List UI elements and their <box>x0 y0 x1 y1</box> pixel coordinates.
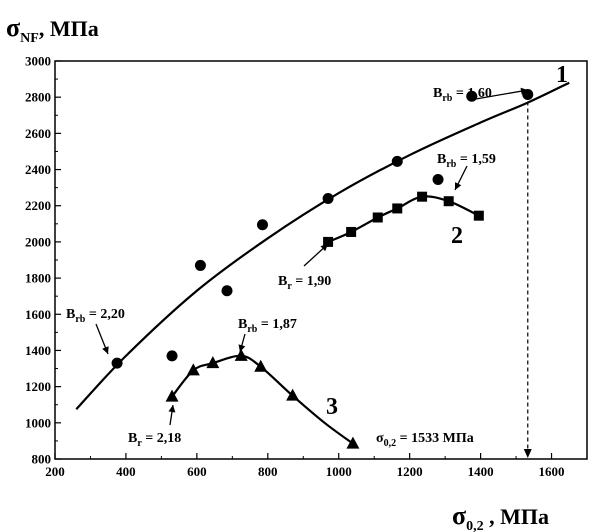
y-tick-label-3000: 3000 <box>25 54 51 69</box>
series-1-point-6 <box>391 155 403 167</box>
x-axis-unit: , МПа <box>484 504 549 529</box>
series-3-point-6 <box>346 436 360 449</box>
series-1-point-5 <box>322 192 334 204</box>
x-tick-label-800: 800 <box>258 464 278 479</box>
y-tick-label-1000: 1000 <box>25 415 51 430</box>
y-tick-label-2400: 2400 <box>25 162 51 177</box>
guide-line-group <box>523 94 532 458</box>
series-1-point-3 <box>221 285 233 297</box>
y-tick-label-2600: 2600 <box>25 126 51 141</box>
x-tick-label-400: 400 <box>116 464 136 479</box>
series-3-point-4 <box>254 359 268 372</box>
series-2-point-4 <box>417 191 428 202</box>
y-tick-label-1400: 1400 <box>25 343 51 358</box>
annotation-arrowhead-0 <box>520 87 528 95</box>
curves <box>75 81 570 445</box>
annotation-arrowhead-1 <box>455 182 462 190</box>
annotation-br-218: Br = 2,18 <box>128 431 181 449</box>
plot-frame <box>54 60 588 460</box>
series-2-point-5 <box>443 196 454 207</box>
y-tick-label-1800: 1800 <box>25 271 51 286</box>
y-axis-unit: , МПа <box>39 16 99 41</box>
annotation-br-190: Br = 1,90 <box>278 274 331 292</box>
series-3-point-5 <box>286 388 300 401</box>
curve-label-2: 2 <box>451 223 463 249</box>
y-tick-label-1600: 1600 <box>25 307 51 322</box>
series-1-point-4 <box>256 219 268 231</box>
series-1-point-7 <box>432 173 444 185</box>
series-2-point-2 <box>372 212 383 223</box>
x-tick-label-1400: 1400 <box>468 464 494 479</box>
series-3-point-2 <box>206 356 220 369</box>
annotation-brb-220: Brb = 2,20 <box>66 307 125 325</box>
y-axis-symbol: σ <box>6 13 20 42</box>
annotation-sigma-1533: σ0,2 = 1533 МПа <box>376 431 474 449</box>
series-2-point-6 <box>473 210 484 221</box>
annotation-arrow-0 <box>469 89 529 101</box>
series-2-point-1 <box>346 226 357 237</box>
series-3-point-0 <box>165 389 179 402</box>
series-2-point-0 <box>323 236 334 247</box>
series-1-point-0 <box>111 357 123 369</box>
y-tick-label-1200: 1200 <box>25 379 51 394</box>
y-tick-label-2000: 2000 <box>25 234 51 249</box>
x-tick-label-200: 200 <box>45 464 65 479</box>
y-tick-label-2800: 2800 <box>25 90 51 105</box>
series-1-point-2 <box>194 259 206 271</box>
annotation-arrowhead-3 <box>102 346 109 354</box>
series-1-point-1 <box>166 350 178 362</box>
series-3-point-3 <box>234 348 248 361</box>
annotation-arrowhead-2 <box>320 244 328 252</box>
curve-label-3: 3 <box>326 394 338 420</box>
annotation-brb-187: Brb = 1,87 <box>238 317 297 335</box>
y-axis-title: σNF, МПа <box>6 13 99 46</box>
x-axis-symbol: σ <box>452 501 466 530</box>
y-axis-subscript: NF <box>20 31 39 46</box>
curve-label-1: 1 <box>556 62 568 88</box>
series-3-point-1 <box>186 363 200 376</box>
x-tick-label-1600: 1600 <box>539 464 565 479</box>
markers <box>111 88 534 449</box>
x-tick-label-1200: 1200 <box>397 464 423 479</box>
x-axis-subscript: 0,2 <box>466 519 484 532</box>
x-axis-title: σ0,2 , МПа <box>452 501 549 532</box>
x-tick-label-600: 600 <box>187 464 207 479</box>
y-tick-label-2200: 2200 <box>25 198 51 213</box>
axis-ticks: 200 400 600 800 1000 1200 1400 1600 800 1000 1200 1… <box>25 54 565 480</box>
annotation-brb-160: Brb = 1,60 <box>433 86 492 104</box>
series-2-point-3 <box>392 203 403 214</box>
annotation-arrowhead-4 <box>238 344 246 352</box>
annotation-brb-159: Brb = 1,59 <box>437 152 496 170</box>
annotation-arrows <box>95 87 529 426</box>
guide-arrowhead <box>523 449 532 458</box>
annotation-arrowhead-5 <box>168 405 176 413</box>
x-tick-label-1000: 1000 <box>326 464 352 479</box>
y-tick-label-800: 800 <box>32 452 52 467</box>
